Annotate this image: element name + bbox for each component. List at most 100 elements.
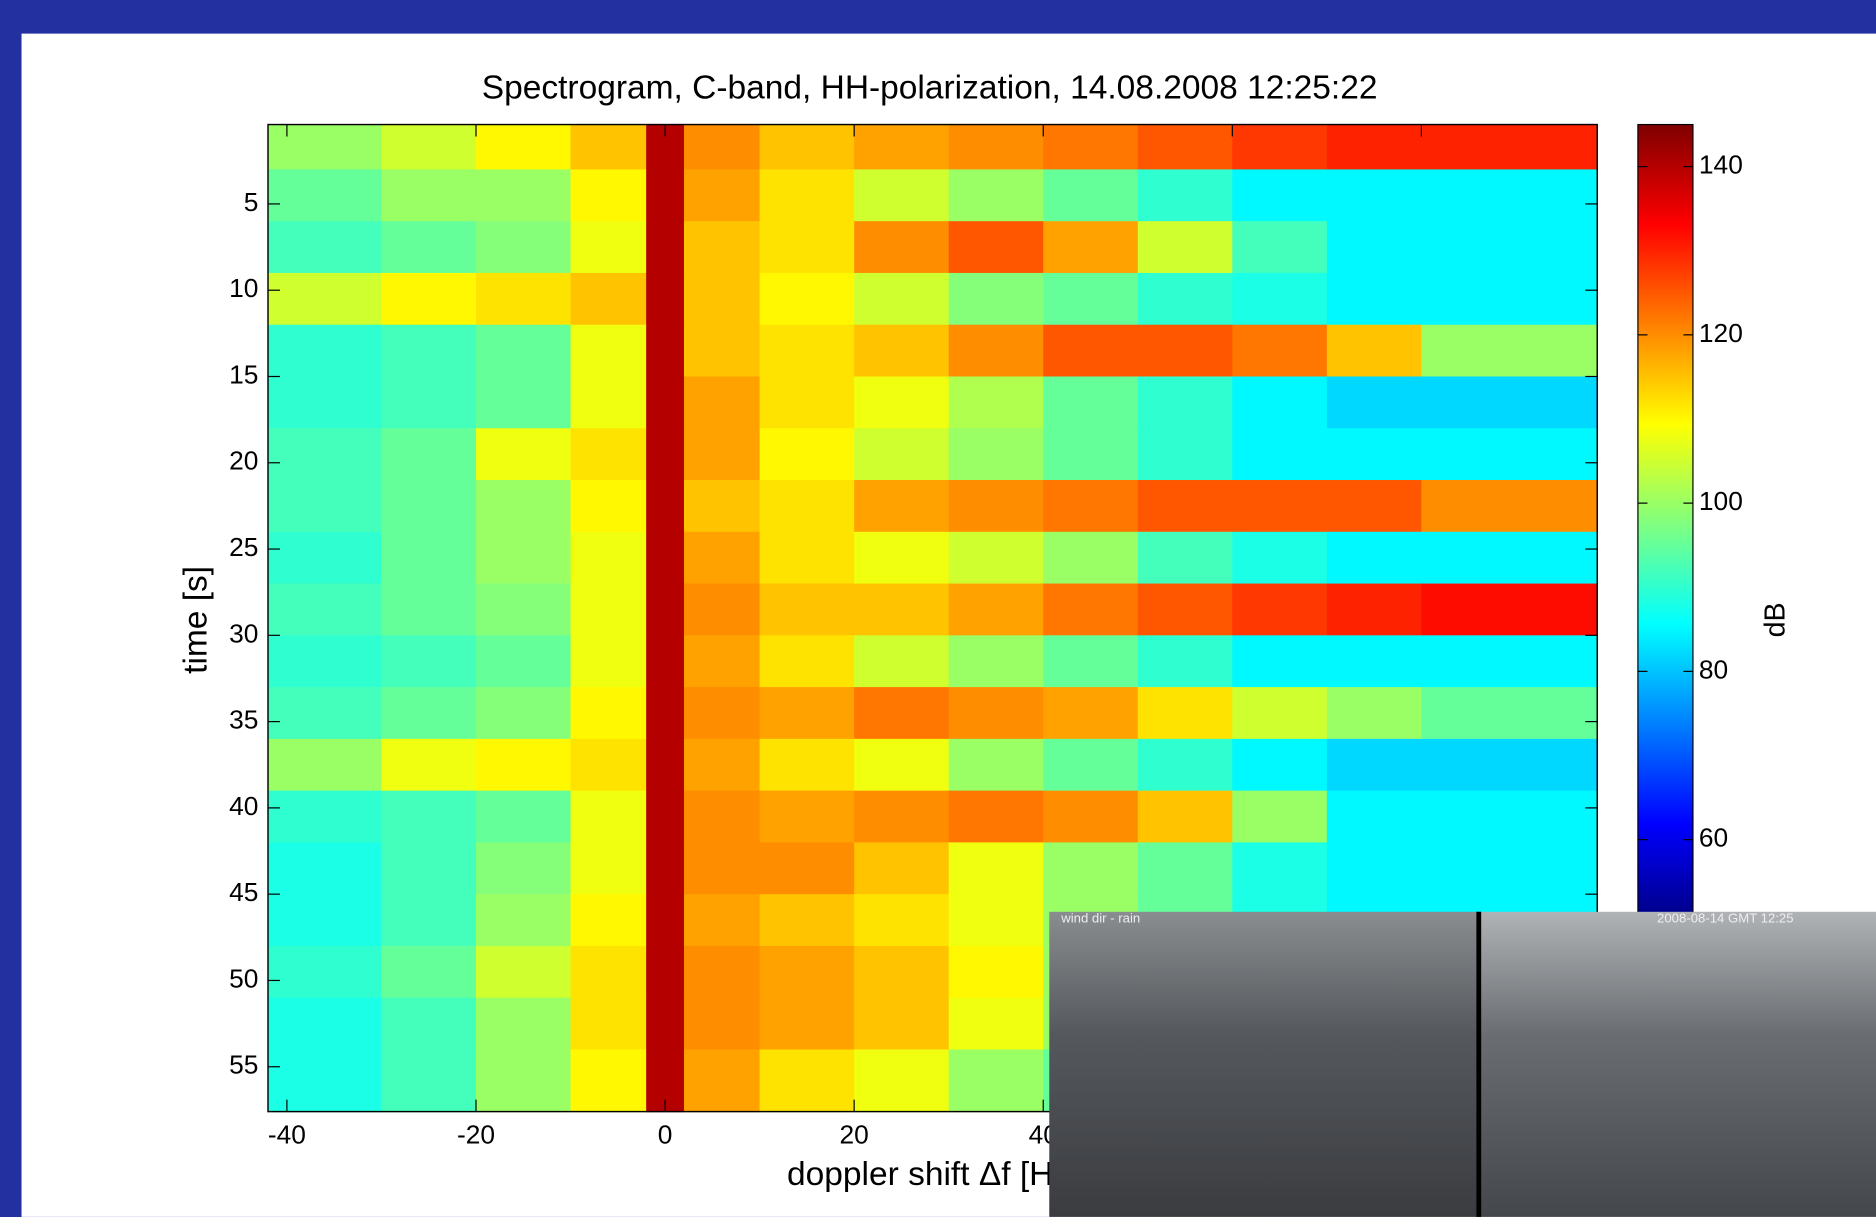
heatmap-cell	[268, 169, 382, 221]
heatmap-cell	[949, 376, 1044, 428]
heatmap-cell	[646, 273, 684, 325]
heatmap-cell	[854, 946, 949, 998]
heatmap-cell	[854, 325, 949, 377]
heatmap-cell	[571, 584, 647, 636]
heatmap-cell	[1327, 635, 1422, 687]
heatmap-cell	[1327, 480, 1422, 532]
colorbar-label: dB	[1759, 602, 1791, 637]
heatmap-cell	[854, 480, 949, 532]
heatmap-cell	[381, 428, 476, 480]
heatmap-cell	[854, 125, 949, 170]
heatmap-cell	[949, 221, 1044, 273]
heatmap-cell	[268, 842, 382, 894]
heatmap-cell	[1327, 687, 1422, 739]
heatmap-cell	[1232, 221, 1327, 273]
heatmap-cell	[1421, 791, 1597, 843]
heatmap-cell	[476, 325, 571, 377]
heatmap-cell	[1421, 842, 1597, 894]
heatmap-cell	[268, 376, 382, 428]
heatmap-cell	[760, 1049, 855, 1112]
heatmap-cell	[1043, 221, 1138, 273]
heatmap-cell	[571, 842, 647, 894]
heatmap-cell	[684, 894, 760, 946]
y-tick-label: 20	[229, 446, 258, 476]
heatmap-cell	[1043, 687, 1138, 739]
heatmap-cell	[476, 221, 571, 273]
heatmap-cell	[684, 532, 760, 584]
heatmap-cell	[1421, 125, 1597, 170]
photo-timestamp: 2008-08-14 GMT 12:25	[1657, 910, 1794, 925]
heatmap-cell	[646, 687, 684, 739]
heatmap-cell	[1138, 480, 1233, 532]
heatmap-cell	[1327, 125, 1422, 170]
heatmap-cell	[949, 325, 1044, 377]
heatmap-cell	[1043, 376, 1138, 428]
heatmap-cell	[684, 376, 760, 428]
heatmap-cell	[949, 428, 1044, 480]
heatmap-cell	[1138, 687, 1233, 739]
heatmap-cell	[760, 376, 855, 428]
heatmap-cell	[1421, 273, 1597, 325]
heatmap-cell	[1138, 842, 1233, 894]
y-axis-label: time [s]	[177, 566, 214, 674]
photo-right	[1479, 912, 1876, 1217]
heatmap-cell	[949, 532, 1044, 584]
heatmap-cell	[1043, 325, 1138, 377]
x-axis-label: doppler shift Δf [Hz]	[787, 1156, 1079, 1193]
heatmap-cell	[646, 894, 684, 946]
heatmap-cell	[571, 635, 647, 687]
heatmap-cell	[571, 428, 647, 480]
heatmap-cell	[646, 739, 684, 791]
heatmap-cell	[646, 428, 684, 480]
heatmap-cell	[1232, 687, 1327, 739]
heatmap-cell	[949, 169, 1044, 221]
heatmap-cell	[571, 739, 647, 791]
heatmap-cell	[1232, 169, 1327, 221]
heatmap-cell	[1232, 791, 1327, 843]
heatmap-cell	[1327, 739, 1422, 791]
heatmap-cell	[1232, 635, 1327, 687]
heatmap-cell	[1232, 376, 1327, 428]
heatmap-cell	[381, 687, 476, 739]
heatmap-cell	[1421, 325, 1597, 377]
colorbar-tick-label: 60	[1699, 823, 1728, 853]
heatmap-cell	[1232, 532, 1327, 584]
x-tick-label: -40	[268, 1120, 306, 1150]
heatmap-cell	[381, 635, 476, 687]
heatmap-cell	[684, 221, 760, 273]
heatmap-cell	[760, 842, 855, 894]
photo-caption: wind dir - rain	[1060, 910, 1140, 925]
heatmap-cell	[1043, 842, 1138, 894]
y-tick-label: 15	[229, 359, 258, 389]
heatmap-cell	[1421, 635, 1597, 687]
heatmap-cell	[1421, 428, 1597, 480]
heatmap-cell	[1327, 273, 1422, 325]
heatmap-cell	[646, 998, 684, 1050]
heatmap-cell	[854, 635, 949, 687]
heatmap-cell	[1421, 480, 1597, 532]
heatmap-cell	[854, 791, 949, 843]
heatmap-cell	[268, 532, 382, 584]
heatmap-cell	[571, 687, 647, 739]
heatmap-cell	[381, 791, 476, 843]
heatmap-cell	[1327, 791, 1422, 843]
heatmap-cell	[476, 532, 571, 584]
heatmap-cell	[476, 125, 571, 170]
heatmap-cell	[1327, 532, 1422, 584]
heatmap-cell	[268, 221, 382, 273]
colorbar-tick-label: 120	[1699, 318, 1743, 348]
heatmap-cell	[1138, 325, 1233, 377]
heatmap-cell	[854, 1049, 949, 1112]
heatmap-cell	[1043, 635, 1138, 687]
heatmap-cell	[949, 125, 1044, 170]
heatmap-cell	[1327, 428, 1422, 480]
heatmap-cell	[1138, 273, 1233, 325]
heatmap-cell	[949, 842, 1044, 894]
heatmap-cell	[1138, 376, 1233, 428]
heatmap-cell	[476, 894, 571, 946]
heatmap-cell	[684, 635, 760, 687]
heatmap-cell	[571, 376, 647, 428]
heatmap-cell	[854, 739, 949, 791]
heatmap-cell	[1421, 584, 1597, 636]
heatmap-cell	[854, 428, 949, 480]
